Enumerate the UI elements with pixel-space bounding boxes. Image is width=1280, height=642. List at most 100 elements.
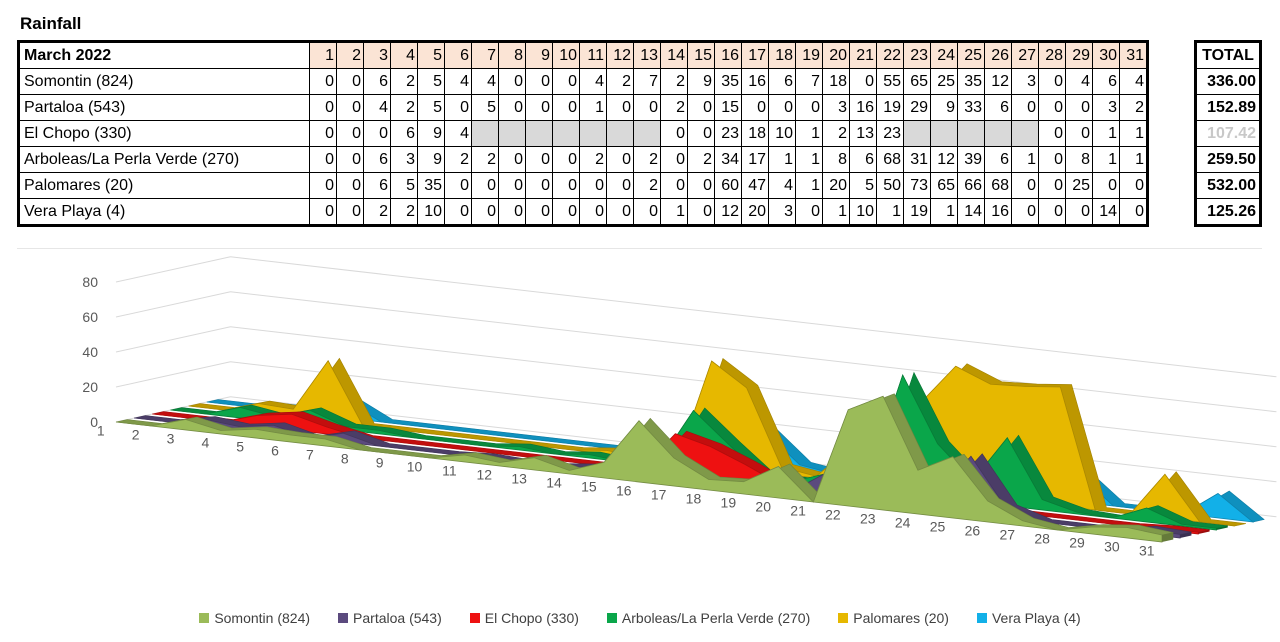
y-tick-label: 20 (82, 379, 98, 395)
x-tick-label: 21 (790, 502, 806, 518)
rainfall-table: March 2022 1 2 3 4 5 6 7 8 9 10 11 12 13 14 15 16 17 18 19… (17, 40, 1149, 227)
x-tick-label: 25 (930, 518, 946, 534)
day-header: 7 (471, 41, 499, 69)
rain-cell: 2 (633, 172, 661, 199)
rain-cell: 0 (687, 120, 715, 147)
day-header: 23 (903, 41, 931, 69)
rain-cell: 2 (471, 146, 499, 173)
rain-cell: 12 (930, 146, 958, 173)
rain-cell: 0 (579, 172, 607, 199)
day-header: 17 (741, 41, 769, 69)
rain-cell: 1 (822, 198, 850, 226)
table-row: Partaloa (543) 0 0 4 2 5 0 5 0 0 0 1 0 0 2 0 15 0 0 0 3 16 19 2… (18, 94, 1148, 121)
rain-cell: 0 (795, 198, 823, 226)
rain-cell: 0 (498, 172, 526, 199)
y-tick-label: 80 (82, 274, 98, 290)
rain-cell: 23 (714, 120, 742, 147)
rain-cell: 9 (930, 94, 958, 121)
rain-cell: 0 (525, 94, 553, 121)
legend-label: Partaloa (543) (353, 610, 442, 626)
gridline (230, 291, 1277, 413)
rain-cell: 47 (741, 172, 769, 199)
rain-cell: 5 (390, 172, 418, 199)
rain-cell: 3 (390, 146, 418, 173)
x-tick-label: 14 (546, 474, 562, 490)
rain-cell: 5 (417, 68, 445, 95)
rain-cell: 0 (1038, 198, 1066, 226)
station-name: Partaloa (543) (18, 94, 310, 121)
rain-cell: 0 (363, 120, 391, 147)
rain-cell: 9 (417, 146, 445, 173)
total-cell: 259.50 (1195, 146, 1261, 173)
total-cell: 125.26 (1195, 198, 1261, 226)
rain-cell: 0 (1065, 198, 1093, 226)
legend-item: Palomares (20) (838, 610, 949, 626)
chart-legend: Somontin (824) Partaloa (543) El Chopo (33… (0, 610, 1280, 626)
legend-item: Vera Playa (4) (976, 610, 1081, 626)
gridline (115, 256, 231, 283)
rain-cell: 0 (1011, 94, 1039, 121)
series-end-cap (1180, 532, 1192, 538)
rain-cell: 0 (687, 94, 715, 121)
day-header: 20 (822, 41, 850, 69)
rain-cell: 14 (957, 198, 985, 226)
rain-cell: 6 (363, 68, 391, 95)
rain-cell: 0 (309, 146, 337, 173)
rain-cell: 0 (660, 172, 688, 199)
rain-cell: 5 (849, 172, 877, 199)
rain-cell (957, 120, 985, 147)
day-header: 14 (660, 41, 688, 69)
rain-cell: 23 (876, 120, 904, 147)
rain-cell: 66 (957, 172, 985, 199)
rain-cell: 0 (1038, 146, 1066, 173)
rain-cell: 13 (849, 120, 877, 147)
rain-cell: 4 (363, 94, 391, 121)
rain-cell: 15 (714, 94, 742, 121)
x-tick-label: 18 (686, 490, 702, 506)
rain-cell: 60 (714, 172, 742, 199)
rain-cell: 0 (525, 68, 553, 95)
rain-cell: 19 (876, 94, 904, 121)
rain-cell: 3 (1092, 94, 1120, 121)
station-name: El Chopo (330) (18, 120, 310, 147)
x-tick-label: 11 (442, 462, 457, 478)
day-header: 9 (525, 41, 553, 69)
x-tick-label: 12 (476, 466, 492, 482)
rain-cell: 65 (930, 172, 958, 199)
x-tick-label: 13 (511, 470, 527, 486)
rain-cell: 4 (471, 68, 499, 95)
rain-cell: 14 (1092, 198, 1120, 226)
day-header: 29 (1065, 41, 1093, 69)
rain-cell: 0 (444, 172, 472, 199)
y-tick-label: 0 (90, 414, 98, 430)
legend-swatch (338, 613, 349, 623)
rain-cell: 12 (984, 68, 1012, 95)
rain-cell: 1 (1011, 146, 1039, 173)
station-name: Somontin (824) (18, 68, 310, 95)
day-header: 30 (1092, 41, 1120, 69)
legend-item: El Chopo (330) (469, 610, 579, 626)
legend-label: El Chopo (330) (484, 610, 579, 626)
rain-cell: 1 (795, 172, 823, 199)
rain-cell: 4 (444, 68, 472, 95)
x-tick-label: 22 (825, 506, 841, 522)
rain-cell: 65 (903, 68, 931, 95)
rain-cell (633, 120, 661, 147)
rain-cell: 0 (633, 94, 661, 121)
x-tick-label: 23 (860, 510, 876, 526)
rain-cell: 17 (741, 146, 769, 173)
legend-label: Vera Playa (4) (991, 610, 1081, 626)
day-header: 28 (1038, 41, 1066, 69)
day-header: 4 (390, 41, 418, 69)
rain-cell: 3 (768, 198, 796, 226)
rain-cell: 18 (741, 120, 769, 147)
divider (17, 248, 1262, 249)
table-row: Palomares (20) 0 0 6 5 35 0 0 0 0 0 0 0 2 0 0 60 47 4 1 20 5 5… (18, 172, 1148, 199)
rain-cell: 31 (903, 146, 931, 173)
rain-cell: 0 (606, 198, 634, 226)
rain-cell: 34 (714, 146, 742, 173)
series-end-cap (1162, 532, 1174, 542)
rain-cell: 35 (417, 172, 445, 199)
day-header: 10 (552, 41, 580, 69)
